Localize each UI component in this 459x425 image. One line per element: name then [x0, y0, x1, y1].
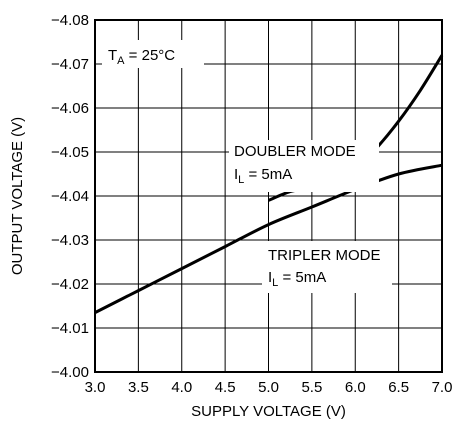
doubler-annotation-bg — [229, 140, 379, 192]
doubler-current-label: IL = 5mA — [234, 166, 292, 186]
y-tick-label: −4.04 — [51, 188, 89, 205]
doubler-mode-label: DOUBLER MODE — [234, 143, 356, 160]
temperature-value: = 25°C — [125, 47, 176, 64]
temperature-annotation: TA = 25°C — [108, 47, 175, 67]
tripler-current-symbol: I — [268, 269, 272, 286]
doubler-current-subscript: L — [238, 174, 244, 186]
y-tick-label: −4.02 — [51, 276, 89, 293]
tripler-current-subscript: L — [272, 277, 278, 289]
x-tick-label: 4.5 — [215, 379, 236, 396]
temperature-subscript: A — [117, 55, 125, 67]
y-tick-label: −4.00 — [51, 364, 89, 381]
x-tick-label: 5.5 — [301, 379, 322, 396]
doubler-current-symbol: I — [234, 166, 238, 183]
y-tick-label: −4.03 — [51, 232, 89, 249]
y-axis-title: OUTPUT VOLTAGE (V) — [9, 117, 26, 275]
plot-frame — [94, 19, 443, 373]
temperature-symbol: T — [108, 47, 117, 64]
tripler-mode-label: TRIPLER MODE — [268, 247, 381, 264]
y-tick-label: −4.08 — [51, 12, 89, 29]
series-line-tripler-mode — [94, 163, 443, 314]
y-tick-labels: −4.00 −4.01 −4.02 −4.03 −4.04 −4.05 −4.06 −4.07… — [51, 12, 89, 381]
grid — [95, 20, 442, 372]
doubler-current-value: = 5mA — [244, 166, 292, 183]
tripler-current-value: = 5mA — [278, 269, 326, 286]
x-tick-label: 5.0 — [258, 379, 279, 396]
x-tick-label: 6.0 — [345, 379, 366, 396]
x-tick-labels: 3.0 3.5 4.0 4.5 5.0 5.5 6.0 6.5 7.0 — [85, 379, 453, 396]
x-tick-label: 3.5 — [128, 379, 149, 396]
tripler-annotation-bg — [262, 241, 392, 293]
x-tick-label: 6.5 — [388, 379, 409, 396]
y-tick-label: −4.07 — [51, 56, 89, 73]
temperature-annotation-bg — [102, 40, 204, 68]
x-tick-label: 3.0 — [85, 379, 106, 396]
y-tick-label: −4.05 — [51, 144, 89, 161]
x-tick-label: 7.0 — [432, 379, 453, 396]
x-axis-title: SUPPLY VOLTAGE (V) — [191, 403, 346, 420]
y-tick-label: −4.01 — [51, 320, 89, 337]
y-tick-label: −4.06 — [51, 100, 89, 117]
x-tick-label: 4.0 — [171, 379, 192, 396]
tripler-current-label: IL = 5mA — [268, 269, 326, 289]
